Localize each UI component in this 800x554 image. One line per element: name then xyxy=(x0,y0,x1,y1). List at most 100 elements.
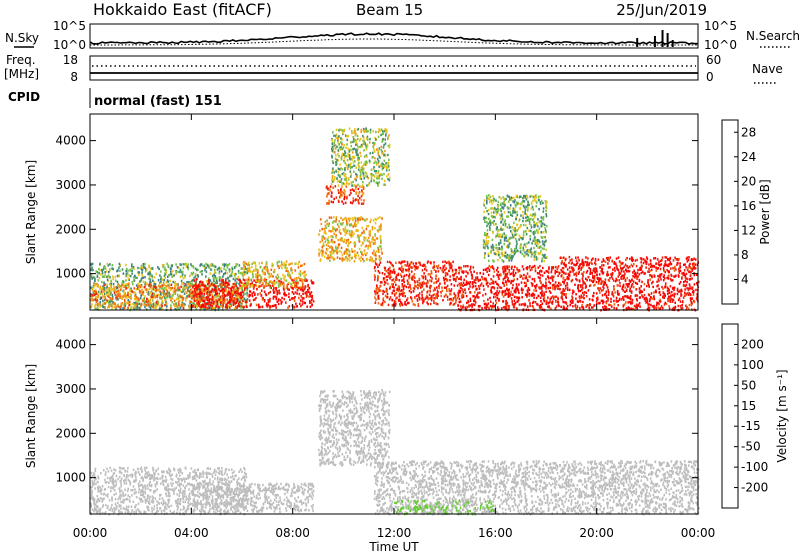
echo-cell xyxy=(164,292,167,295)
echo-cell xyxy=(221,294,224,298)
echo-cell xyxy=(543,291,545,294)
noise-left-tick-top: 10^5 xyxy=(53,19,86,33)
freq-label-line1: Freq. xyxy=(6,53,36,67)
echo-cell xyxy=(228,289,230,293)
echo-cell xyxy=(374,242,376,245)
echo-cell xyxy=(545,302,548,305)
echo-cell xyxy=(542,230,545,234)
echo-cell xyxy=(499,207,502,211)
echo-cell xyxy=(283,278,286,281)
echo-cell xyxy=(201,273,203,276)
echo-cell xyxy=(458,297,461,301)
echo-cell xyxy=(230,289,232,292)
echo-cell xyxy=(395,278,397,281)
echo-cell xyxy=(365,146,368,149)
echo-cell xyxy=(338,220,340,223)
echo-cell xyxy=(350,157,352,161)
echo-cell xyxy=(295,279,298,283)
echo-cell xyxy=(227,301,229,304)
echo-cell xyxy=(550,296,552,300)
echo-cell xyxy=(205,298,207,301)
echo-cell xyxy=(277,292,279,295)
echo-cell xyxy=(215,286,217,289)
echo-cell xyxy=(510,297,513,300)
echo-cell xyxy=(378,297,380,300)
echo-cell xyxy=(443,281,446,285)
echo-cell xyxy=(138,273,140,277)
echo-cell xyxy=(149,284,151,287)
echo-cell xyxy=(388,298,391,301)
echo-cell xyxy=(506,245,508,249)
echo-cell xyxy=(532,208,535,211)
echo-cell xyxy=(502,260,505,263)
echo-cell xyxy=(191,297,193,300)
echo-cell xyxy=(508,223,510,226)
echo-cell xyxy=(203,290,206,293)
echo-cell xyxy=(331,156,333,159)
echo-cell xyxy=(502,306,505,309)
echo-cell xyxy=(531,284,534,287)
echo-cell xyxy=(383,179,386,183)
echo-cell xyxy=(108,302,111,306)
echo-cell xyxy=(238,292,241,295)
echo-cell xyxy=(351,131,353,135)
echo-cell xyxy=(335,160,337,164)
echo-cell xyxy=(321,239,324,242)
echo-cell xyxy=(334,134,337,138)
echo-cell xyxy=(394,300,397,303)
echo-cell xyxy=(335,249,338,252)
echo-cell xyxy=(369,258,371,262)
echo-cell xyxy=(516,223,518,227)
echo-cell xyxy=(204,304,207,308)
echo-cell xyxy=(148,271,151,274)
echo-cell xyxy=(470,271,472,274)
echo-cell xyxy=(381,132,384,136)
echo-cell xyxy=(148,287,151,291)
echo-cell xyxy=(455,298,457,302)
echo-cell xyxy=(211,294,214,297)
echo-cell xyxy=(458,282,461,286)
echo-cell xyxy=(445,267,447,270)
echo-cell xyxy=(302,286,305,289)
echo-cell xyxy=(286,284,288,287)
echo-cell xyxy=(362,175,365,178)
echo-cell xyxy=(505,302,507,305)
echo-cell xyxy=(138,302,141,305)
echo-cell xyxy=(379,285,381,288)
echo-cell xyxy=(159,285,162,288)
echo-cell xyxy=(402,268,404,271)
echo-cell xyxy=(366,137,368,140)
echo-cell xyxy=(376,175,378,178)
echo-cell xyxy=(349,233,351,237)
echo-cell xyxy=(426,279,429,283)
echo-cell xyxy=(283,292,285,296)
echo-cell xyxy=(512,196,515,200)
echo-cell xyxy=(514,247,516,251)
echo-cell xyxy=(389,285,392,289)
echo-cell xyxy=(363,127,365,131)
echo-cell xyxy=(413,276,416,279)
echo-cell xyxy=(206,287,209,291)
echo-cell xyxy=(143,303,145,306)
echo-cell xyxy=(233,297,236,300)
echo-cell xyxy=(493,206,496,210)
echo-cell xyxy=(371,257,373,260)
echo-cell xyxy=(375,161,377,164)
echo-cell xyxy=(330,195,333,198)
echo-cell xyxy=(384,266,387,270)
echo-cell xyxy=(499,235,502,238)
echo-cell xyxy=(246,294,248,297)
echo-cell xyxy=(102,302,104,306)
echo-cell xyxy=(301,284,304,287)
echo-cell xyxy=(446,289,448,293)
noise-left-label: N.Sky xyxy=(5,31,39,45)
echo-cell xyxy=(493,305,496,308)
echo-cell xyxy=(343,128,346,132)
echo-cell xyxy=(131,272,133,275)
echo-cell xyxy=(328,216,331,219)
echo-cell xyxy=(205,262,207,266)
echo-cell xyxy=(307,288,309,292)
echo-cell xyxy=(513,208,516,211)
echo-cell xyxy=(196,305,199,309)
echo-cell xyxy=(254,298,256,301)
